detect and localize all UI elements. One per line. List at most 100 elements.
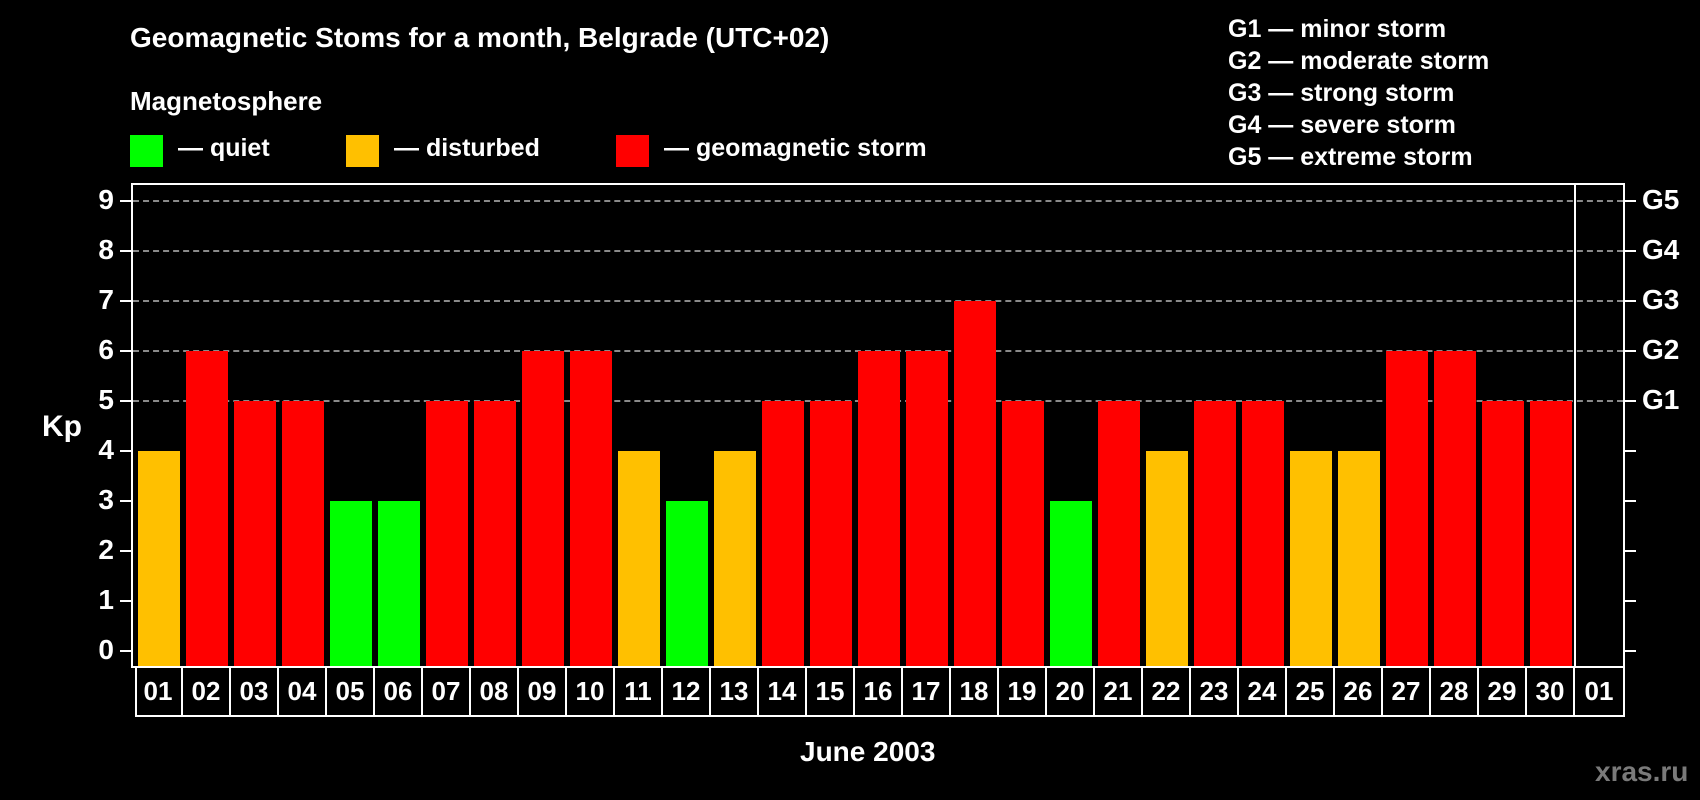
kp-bar-day-07 [426, 401, 468, 666]
watermark: xras.ru [1595, 756, 1689, 787]
y-tick-label: 3 [98, 484, 114, 515]
kp-bar-day-13 [714, 451, 756, 666]
gridline [133, 250, 1623, 252]
kp-bar-day-14 [762, 401, 804, 666]
y-tick [120, 550, 131, 552]
gridline [133, 300, 1623, 302]
y-tick [120, 250, 131, 252]
kp-bar-day-20 [1050, 501, 1092, 666]
day-label: 03 [231, 668, 279, 717]
storm-level-label: G3 [1642, 284, 1680, 315]
day-label: 25 [1287, 668, 1335, 717]
chart-title: Geomagnetic Stoms for a month, Belgrade … [130, 22, 830, 53]
kp-bar-day-28 [1434, 351, 1476, 666]
y-tick-label: 0 [98, 634, 114, 665]
y-tick [120, 400, 131, 402]
y-tick-label: 6 [98, 334, 114, 365]
kp-bar-day-04 [282, 401, 324, 666]
kp-bar-day-10 [570, 351, 612, 666]
plot-area [131, 183, 1625, 668]
day-label: 30 [1527, 668, 1575, 717]
day-label: 23 [1191, 668, 1239, 717]
right-y-tick [1625, 550, 1636, 552]
day-label: 07 [423, 668, 471, 717]
storm-level-label: G4 [1642, 234, 1680, 265]
day-label: 28 [1431, 668, 1479, 717]
g3-description: G3 — strong storm [1228, 79, 1455, 107]
day-label: 29 [1479, 668, 1527, 717]
right-y-tick [1625, 300, 1636, 302]
day-label: 18 [951, 668, 999, 717]
x-axis-label: June 2003 [800, 736, 936, 767]
day-label: 15 [807, 668, 855, 717]
kp-bar-day-12 [666, 501, 708, 666]
kp-bar-day-09 [522, 351, 564, 666]
day-label-row [135, 668, 1625, 717]
kp-bar-day-15 [810, 401, 852, 666]
day-label: 16 [855, 668, 903, 717]
kp-bar-day-17 [906, 351, 948, 666]
g4-description: G4 — severe storm [1228, 111, 1456, 139]
kp-bar-day-25 [1290, 451, 1332, 666]
kp-bar-day-18 [954, 301, 996, 666]
y-tick-label: 9 [98, 184, 114, 215]
disturbed-legend-label: — disturbed [394, 134, 540, 162]
y-tick [120, 600, 131, 602]
day-label: 11 [615, 668, 663, 717]
day-label: 17 [903, 668, 951, 717]
kp-bar-day-08 [474, 401, 516, 666]
kp-bar-day-30 [1530, 401, 1572, 666]
kp-bar-day-05 [330, 501, 372, 666]
day-label: 01 [1584, 676, 1614, 706]
day-label: 04 [279, 668, 327, 717]
day-label: 05 [327, 668, 375, 717]
y-tick [120, 200, 131, 202]
right-y-tick [1625, 600, 1636, 602]
quiet-legend-label: — quiet [178, 134, 270, 162]
day-label: 19 [999, 668, 1047, 717]
y-tick-label: 2 [98, 534, 114, 565]
kp-bar-day-19 [1002, 401, 1044, 666]
kp-bar-day-21 [1098, 401, 1140, 666]
y-tick-label: 8 [98, 234, 114, 265]
right-y-tick [1625, 650, 1636, 652]
y-tick-label: 1 [98, 584, 114, 615]
y-tick-label: 4 [98, 434, 114, 465]
right-y-tick [1625, 500, 1636, 502]
g2-description: G2 — moderate storm [1228, 47, 1490, 75]
y-tick [120, 300, 131, 302]
storm-level-label: G5 [1642, 184, 1680, 215]
y-tick [120, 450, 131, 452]
kp-bar-day-22 [1146, 451, 1188, 666]
y-tick-label: 5 [98, 384, 114, 415]
day-label: 26 [1335, 668, 1383, 717]
kp-bar-day-27 [1386, 351, 1428, 666]
day-label: 20 [1047, 668, 1095, 717]
kp-bar-day-02 [186, 351, 228, 666]
day-label: 02 [183, 668, 231, 717]
kp-bar-day-29 [1482, 401, 1524, 666]
day-label: 09 [519, 668, 567, 717]
right-y-tick [1625, 400, 1636, 402]
kp-bar-day-06 [378, 501, 420, 666]
y-tick-label: 7 [98, 284, 114, 315]
day-label: 10 [567, 668, 615, 717]
day-label: 21 [1095, 668, 1143, 717]
day-label: 14 [759, 668, 807, 717]
kp-bar-day-03 [234, 401, 276, 666]
day-label: 22 [1143, 668, 1191, 717]
kp-bar-day-24 [1242, 401, 1284, 666]
right-y-tick [1625, 200, 1636, 202]
g1-description: G1 — minor storm [1228, 15, 1447, 43]
disturbed-swatch [346, 135, 379, 167]
legend-title: Magnetosphere [130, 86, 323, 116]
kp-bar-day-16 [858, 351, 900, 666]
right-y-tick [1625, 250, 1636, 252]
day-label: 06 [375, 668, 423, 717]
day-label: 27 [1383, 668, 1431, 717]
day-label: 01 [135, 668, 183, 717]
next-month-divider [1574, 183, 1576, 668]
storm-level-label: G1 [1642, 384, 1680, 415]
day-label: 08 [471, 668, 519, 717]
right-y-tick [1625, 350, 1636, 352]
